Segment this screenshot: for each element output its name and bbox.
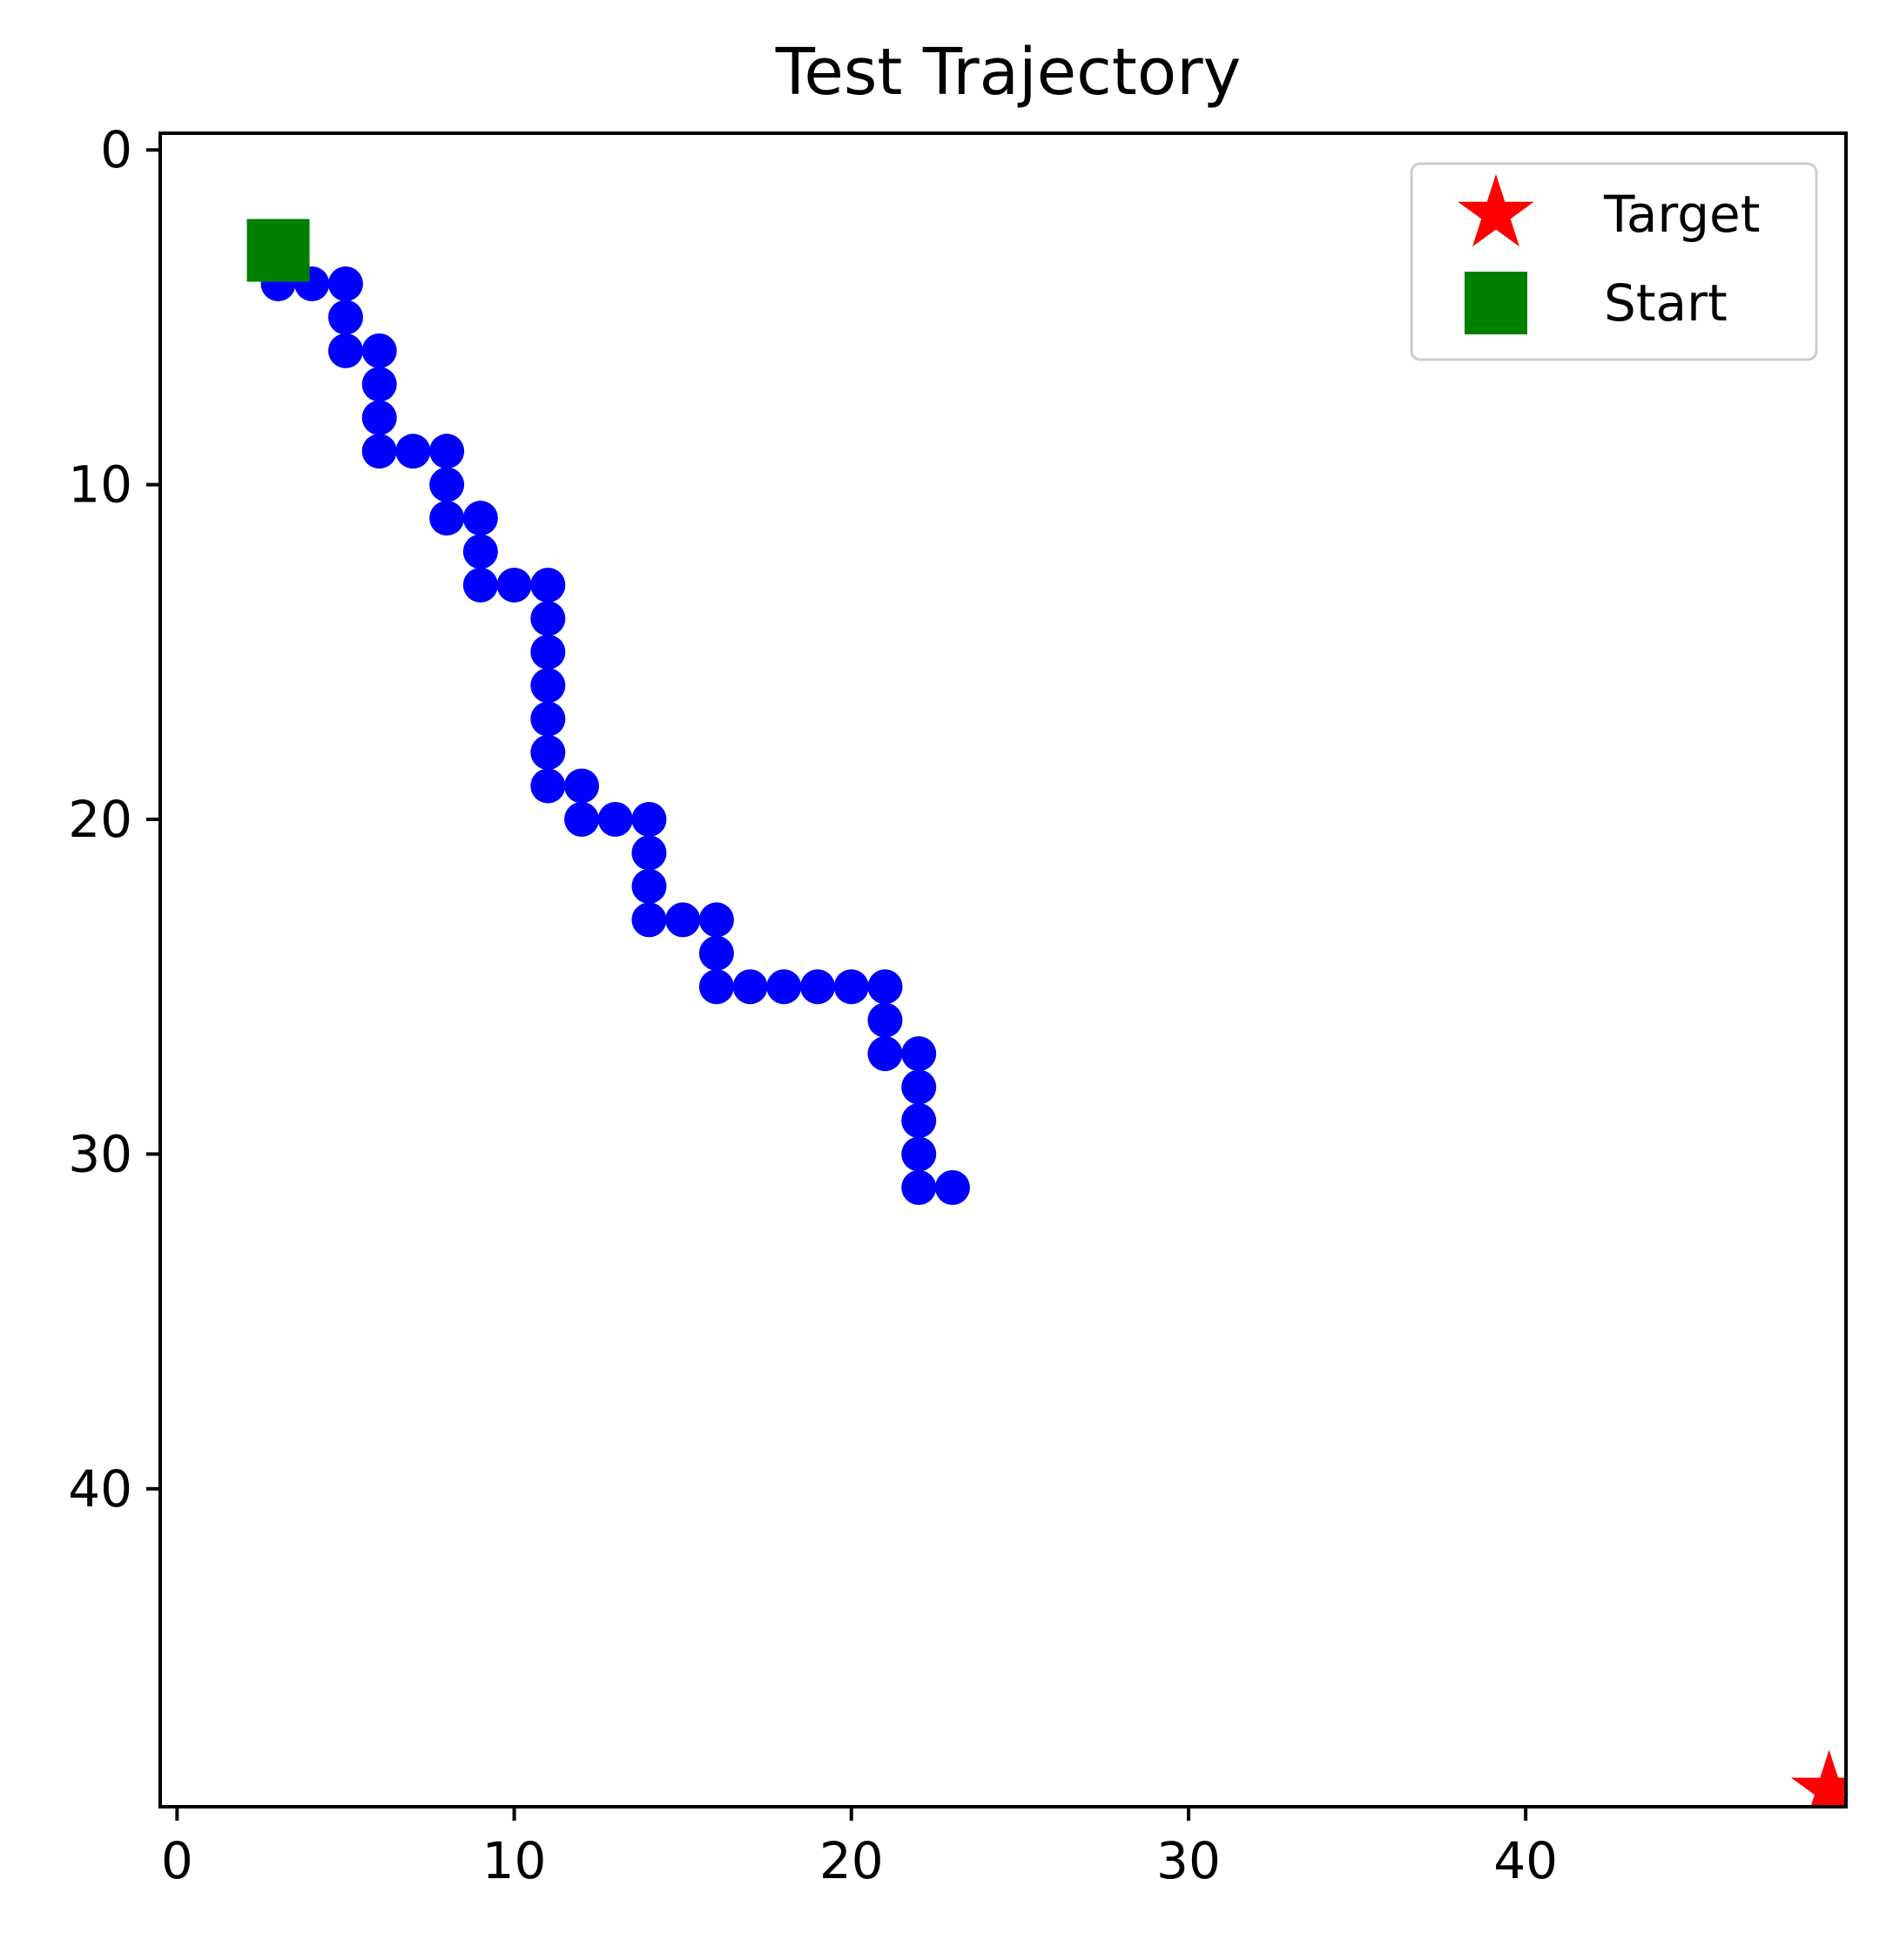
trajectory-point <box>429 501 465 536</box>
legend-label-target: Target <box>1603 185 1760 244</box>
trajectory-point <box>361 333 397 368</box>
trajectory-point <box>800 969 836 1005</box>
trajectory-point <box>631 868 667 904</box>
trajectory-point <box>766 969 802 1005</box>
legend: Target Start <box>1410 162 1818 361</box>
x-tick-label: 40 <box>1493 1831 1558 1890</box>
trajectory-point <box>934 1169 970 1205</box>
legend-marker-start <box>1465 272 1527 334</box>
trajectory-point <box>530 601 566 636</box>
y-tick-label: 20 <box>68 790 132 849</box>
trajectory-point <box>530 701 566 737</box>
trajectory-point <box>530 768 566 804</box>
trajectory-point <box>833 969 869 1005</box>
trajectory-point <box>462 534 498 569</box>
trajectory-point <box>631 802 667 838</box>
trajectory-point <box>429 467 465 502</box>
trajectory-point <box>867 969 903 1005</box>
trajectory-point <box>327 266 363 301</box>
trajectory-point <box>901 1136 937 1172</box>
trajectory-point <box>395 434 431 469</box>
trajectory-point <box>901 1036 937 1072</box>
trajectory-point <box>361 367 397 402</box>
trajectory-point <box>462 567 498 603</box>
trajectory-point <box>631 835 667 871</box>
trajectory-point <box>530 567 566 603</box>
trajectory-point <box>867 1036 903 1072</box>
trajectory-point <box>901 1169 937 1205</box>
trajectory-point <box>698 935 734 971</box>
trajectory-point <box>462 501 498 536</box>
trajectory-point <box>901 1102 937 1138</box>
trajectory-point <box>361 400 397 435</box>
trajectory-point <box>631 902 667 938</box>
trajectory-point <box>564 768 599 804</box>
trajectory-point <box>732 969 768 1005</box>
target-marker <box>1790 1749 1846 1807</box>
legend-label-start: Start <box>1604 273 1728 333</box>
trajectory-point <box>665 902 701 938</box>
trajectory-point <box>530 735 566 771</box>
y-tick-label: 40 <box>68 1459 132 1519</box>
marks-layer <box>246 219 1846 1807</box>
trajectory-point <box>698 969 734 1005</box>
x-tick-label: 10 <box>482 1831 547 1890</box>
trajectory-point <box>867 1002 903 1038</box>
y-tick-label: 10 <box>68 455 132 515</box>
trajectory-point <box>564 802 599 838</box>
y-tick-label: 0 <box>100 120 132 179</box>
ticks-layer: 0 10 20 30 40 0 10 20 30 40 <box>68 120 1558 1890</box>
chart-title: Test Trajectory <box>775 35 1242 110</box>
legend-marker-target <box>1458 174 1534 247</box>
trajectory-point <box>530 634 566 670</box>
trajectory-point <box>496 567 532 603</box>
axes-frame <box>158 131 1848 1808</box>
y-tick-label: 30 <box>68 1124 132 1183</box>
start-marker <box>246 219 310 282</box>
trajectory-point <box>327 333 363 368</box>
trajectory-point <box>597 802 633 838</box>
trajectory-point <box>327 300 363 335</box>
x-tick-label: 20 <box>819 1831 884 1890</box>
x-tick-label: 30 <box>1156 1831 1221 1890</box>
trajectory-point <box>901 1069 937 1105</box>
trajectory-point <box>530 668 566 704</box>
trajectory-point <box>361 434 397 469</box>
trajectory-point <box>698 902 734 938</box>
x-tick-label: 0 <box>161 1831 193 1890</box>
trajectory-point <box>429 434 465 469</box>
